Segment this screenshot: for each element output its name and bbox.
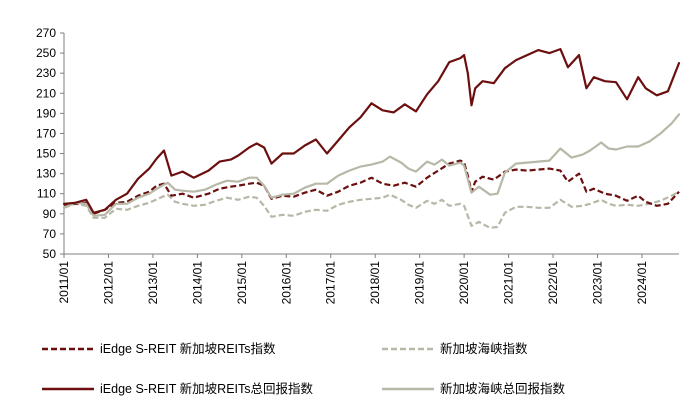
x-tick-label: 2022/01	[546, 261, 560, 305]
x-tick-label: 2017/01	[324, 261, 338, 305]
y-tick-label: 210	[36, 86, 56, 100]
x-tick-label: 2016/01	[279, 261, 293, 305]
series-line-0	[63, 159, 680, 215]
x-tick-label: 2020/01	[457, 261, 471, 305]
y-tick-label: 90	[43, 207, 57, 221]
x-tick-label: 2013/01	[146, 261, 160, 305]
x-tick-label: 2019/01	[413, 261, 427, 305]
series-lines	[62, 48, 681, 229]
x-tick-label: 2024/01	[635, 261, 649, 305]
x-tick-label: 2014/01	[190, 261, 204, 305]
series-line-1	[63, 190, 680, 229]
legend-label-2: iEdge S-REIT 新加坡REITs总回报指数	[100, 381, 314, 396]
y-tick-label: 50	[43, 247, 57, 261]
y-tick-label: 190	[36, 106, 56, 120]
legend-label-0: iEdge S-REIT 新加坡REITs指数	[100, 341, 276, 356]
legend-label-3: 新加坡海峡总回报指数	[440, 381, 566, 396]
legend-label-1: 新加坡海峡指数	[440, 341, 528, 356]
y-tick-label: 230	[36, 66, 56, 80]
legend: iEdge S-REIT 新加坡REITs指数 新加坡海峡指数 iEdge S-RE…	[42, 341, 566, 396]
x-tick-label: 2018/01	[368, 261, 382, 305]
series-line-3	[62, 113, 681, 217]
y-tick-label: 150	[36, 147, 56, 161]
x-tick-label: 2023/01	[590, 261, 604, 305]
x-tick-label: 2021/01	[502, 261, 516, 305]
y-tick-label: 70	[43, 227, 57, 241]
y-tick-label: 270	[36, 26, 56, 40]
y-axis-ticks: 50 70 90 110 130 150 170 190 210 230 250 270	[36, 26, 64, 261]
x-tick-label: 2011/01	[57, 261, 71, 304]
y-tick-label: 250	[36, 46, 56, 60]
series-line-2	[62, 48, 681, 214]
x-tick-label: 2015/01	[235, 261, 249, 305]
x-tick-label: 2012/01	[101, 261, 115, 305]
y-tick-label: 130	[36, 167, 56, 181]
y-tick-label: 110	[37, 187, 56, 201]
axes	[63, 33, 679, 255]
y-tick-label: 170	[36, 126, 56, 140]
x-axis-ticks: 2011/01 2012/01 2013/01 2014/01 2015/01 2016/…	[57, 254, 649, 304]
